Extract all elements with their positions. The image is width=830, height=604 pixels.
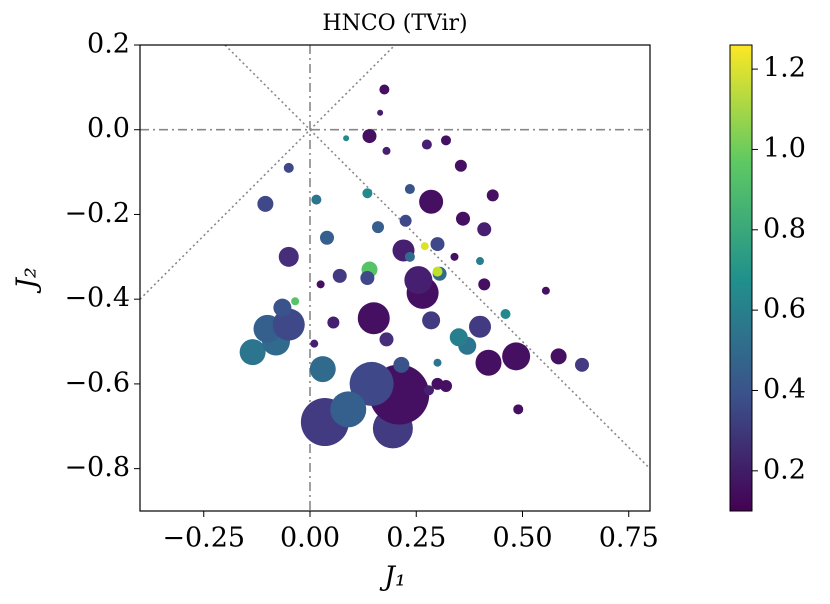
point <box>486 189 499 202</box>
colorbar-tick-label: 1.0 <box>763 133 806 164</box>
colorbar-tick-label: 1.2 <box>763 53 806 84</box>
point <box>310 339 319 348</box>
y-tick-label: −0.8 <box>64 452 130 483</box>
point <box>382 146 391 155</box>
point <box>309 356 336 383</box>
point <box>311 194 322 205</box>
point <box>550 348 567 365</box>
point <box>404 184 415 195</box>
point <box>291 297 300 306</box>
point <box>349 361 394 406</box>
point <box>420 242 429 251</box>
point <box>477 222 492 237</box>
x-tick-label: 0.25 <box>386 523 446 554</box>
point <box>575 357 589 372</box>
colorbar <box>729 44 753 512</box>
diagonal-line <box>140 45 397 300</box>
point <box>450 252 459 261</box>
chart-title: HNCO (TVir) <box>322 11 467 36</box>
point <box>362 188 373 199</box>
point <box>273 298 292 317</box>
point <box>372 221 384 234</box>
point <box>454 159 467 172</box>
point <box>475 349 502 376</box>
point <box>456 211 470 226</box>
point <box>404 251 415 262</box>
colorbar-tick-label: 0.2 <box>763 454 806 485</box>
point <box>272 308 305 341</box>
point <box>433 358 442 367</box>
point <box>449 328 468 347</box>
point <box>541 286 550 295</box>
x-tick-label: −0.25 <box>162 523 245 554</box>
point <box>502 342 531 371</box>
x-tick-label: 0.00 <box>280 523 340 554</box>
point <box>360 271 375 285</box>
y-tick-label: 0.2 <box>87 29 130 60</box>
point <box>343 135 350 142</box>
diagonal-line <box>223 45 650 470</box>
point <box>422 311 441 330</box>
point <box>441 135 451 146</box>
point <box>478 278 491 291</box>
point <box>500 309 511 320</box>
point <box>316 280 325 289</box>
point <box>332 268 347 283</box>
x-tick-label: 0.50 <box>492 523 552 554</box>
point <box>330 391 367 428</box>
y-tick-label: 0.0 <box>87 113 130 144</box>
point <box>379 332 394 347</box>
colorbar-tick-label: 0.6 <box>763 294 806 325</box>
x-tick-label: 0.75 <box>599 523 659 554</box>
y-axis-label: J₂ <box>12 267 43 294</box>
point <box>419 189 444 214</box>
y-tick-label: −0.6 <box>64 367 130 398</box>
point <box>393 356 410 373</box>
point <box>469 315 491 338</box>
point <box>404 266 433 295</box>
x-axis-label: J₁ <box>379 562 406 593</box>
point <box>362 129 377 144</box>
y-tick-label: −0.4 <box>64 283 130 314</box>
point <box>379 84 390 95</box>
plot-area <box>140 45 650 511</box>
point <box>357 302 390 335</box>
point <box>239 339 266 366</box>
point <box>257 195 274 212</box>
point <box>283 162 294 173</box>
y-tick-label: −0.2 <box>64 198 130 229</box>
point <box>440 380 452 393</box>
point <box>377 109 384 116</box>
point <box>476 257 484 266</box>
point <box>320 230 334 245</box>
point <box>432 266 443 277</box>
point <box>278 246 299 267</box>
point <box>421 139 432 150</box>
point <box>424 385 434 396</box>
point <box>430 237 445 252</box>
plot-frame <box>139 44 651 512</box>
point <box>327 316 340 329</box>
colorbar-tick-label: 0.8 <box>763 213 806 244</box>
point <box>399 214 412 227</box>
colorbar-tick-label: 0.4 <box>763 374 806 405</box>
point <box>513 404 524 415</box>
